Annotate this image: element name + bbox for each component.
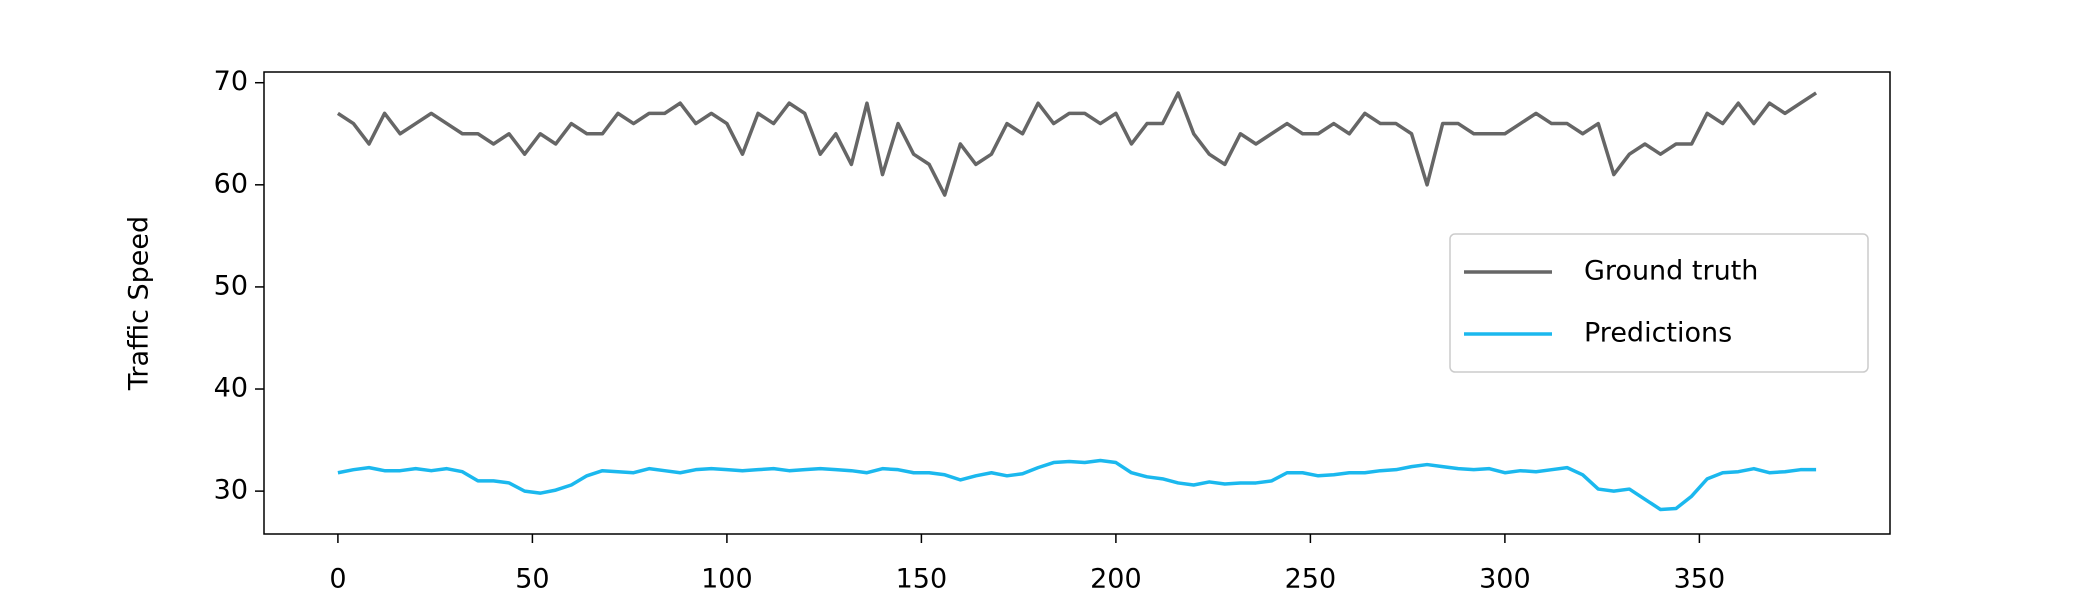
y-tick-label: 50 <box>214 270 248 301</box>
y-tick-label: 40 <box>214 373 248 404</box>
x-tick-label: 300 <box>1479 564 1531 595</box>
legend-box <box>1449 233 1869 373</box>
legend-label: Predictions <box>1584 318 1732 349</box>
plot-frame <box>263 71 1891 535</box>
y-tick-label: 30 <box>214 475 248 506</box>
x-tick-label: 250 <box>1285 564 1337 595</box>
y-tick-label: 60 <box>214 168 248 199</box>
x-tick-label: 200 <box>1090 564 1142 595</box>
x-tick-label: 350 <box>1674 564 1726 595</box>
legend-label: Ground truth <box>1584 256 1758 287</box>
y-axis-label: Traffic Speed <box>124 216 155 391</box>
x-tick-label: 150 <box>896 564 948 595</box>
x-tick-label: 100 <box>701 564 753 595</box>
x-tick-label: 50 <box>515 564 549 595</box>
series-line <box>336 91 1818 197</box>
x-tick-label: 0 <box>329 564 346 595</box>
y-tick-label: 70 <box>214 66 248 97</box>
series-line <box>337 458 1817 512</box>
